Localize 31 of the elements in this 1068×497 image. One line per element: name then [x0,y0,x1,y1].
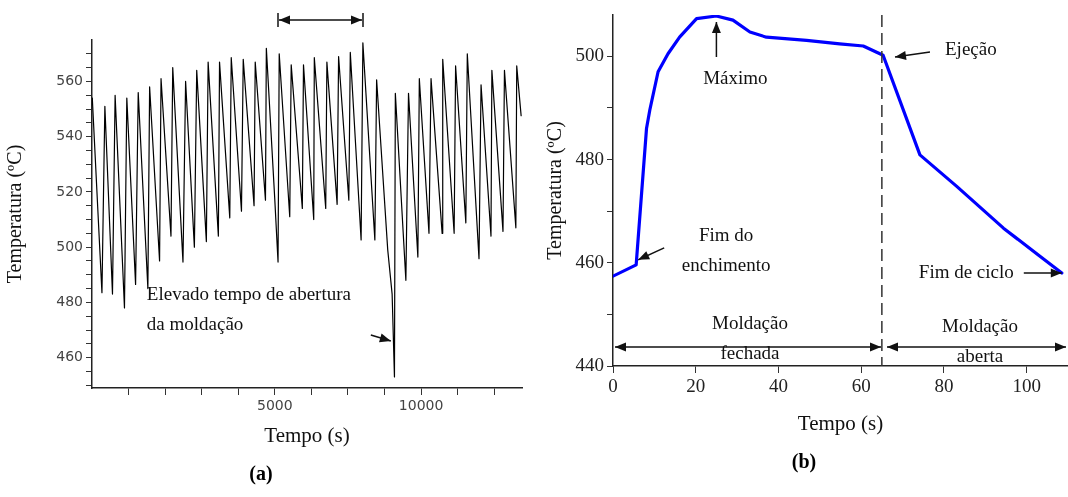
text: (b) [791,450,817,474]
annotation: Ejeção [945,37,997,59]
annotation: Moldação fechada [712,311,788,363]
x-tick-label: 10000 [398,397,444,414]
y-tick-label: 460 [56,348,83,365]
x-tick-label: 40 [768,375,788,397]
x-tick-label: 20 [686,375,706,397]
x-tick-label: 100 [1012,375,1041,397]
y-tick-label: 440 [575,353,604,375]
annotation: Fim do enchimento [681,223,771,275]
text: (a) [249,462,273,486]
annotation: Fim de ciclo [918,261,1014,283]
y-tick-label: 480 [575,147,604,169]
annotation: Elevado tempo de abertura da moldação [146,283,352,335]
x-tick-label: 0 [608,375,618,397]
y-tick-label: 540 [56,127,83,144]
y-axis-title: Temperatura (ºC) [3,144,27,284]
y-tick-label: 460 [575,250,604,272]
x-tick-label: 80 [934,375,954,397]
y-tick-label: 560 [56,72,83,89]
annotation: Moldação aberta [942,314,1018,366]
x-tick-label: 60 [851,375,871,397]
y-tick-label: 480 [56,293,83,310]
y-axis-title: Temperatura (ºC) [543,121,567,260]
x-axis-title: Tempo (s) [264,422,350,447]
y-tick-label: 500 [56,237,83,254]
x-tick-label: 5000 [257,397,293,414]
annotation: Máximo [703,66,768,88]
y-tick-label: 520 [56,182,83,199]
x-axis-title: Tempo (s) [797,410,884,435]
y-tick-label: 500 [575,44,604,66]
